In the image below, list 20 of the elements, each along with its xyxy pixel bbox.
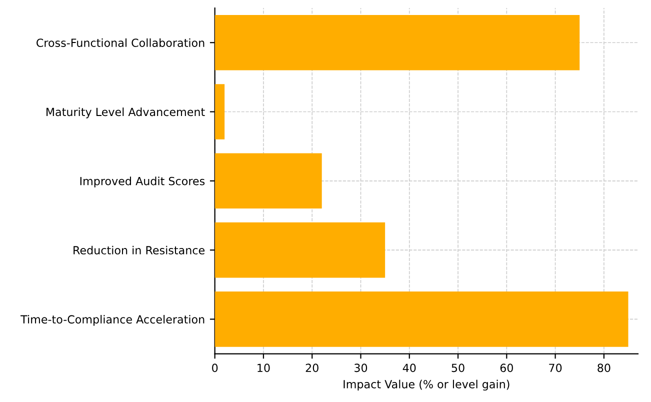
x-tick-label: 10 (258, 364, 270, 372)
x-tick-label: 0 (212, 364, 218, 372)
y-tick-label: Cross-Functional Collaboration (36, 38, 204, 47)
x-tick-label: 20 (306, 364, 318, 372)
y-tick-label: Improved Audit Scores (80, 176, 205, 188)
x-tick-label: 40 (402, 364, 416, 372)
x-tick-label: 30 (354, 364, 368, 372)
x-tick-label: 60 (500, 364, 513, 372)
x-tick-label: 50 (452, 364, 464, 372)
y-tick-label: Maturity Level Advancement (46, 108, 205, 118)
y-tick-label: Reduction in Resistance (74, 246, 205, 254)
bar (214, 222, 386, 278)
x-axis-title: Impact Value (% or level gain) (344, 380, 510, 391)
y-tick-label: Time-to-Compliance Acceleration (20, 314, 204, 326)
bar (214, 153, 322, 209)
bar (214, 84, 225, 140)
bar (214, 14, 580, 70)
x-tick-label: 80 (598, 364, 610, 372)
bar (214, 292, 628, 347)
x-tick-label: 70 (549, 364, 562, 372)
